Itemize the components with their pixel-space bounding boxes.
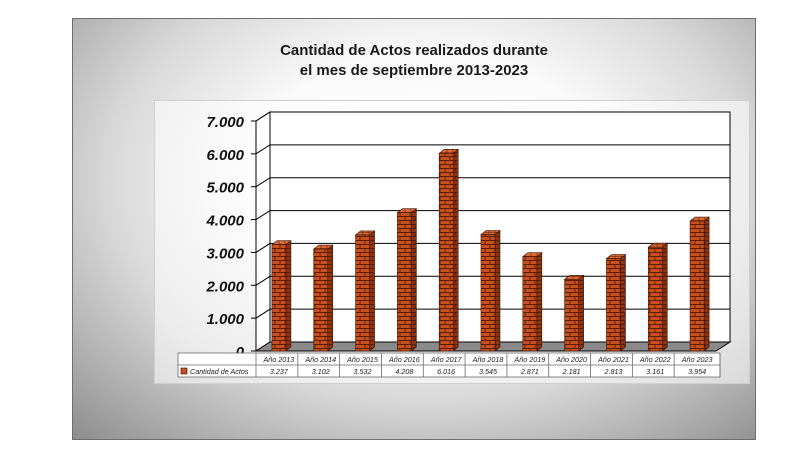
category-label: Año 2020 [555,355,587,364]
data-label: 3.237 [270,367,289,376]
data-label: 2.813 [603,367,622,376]
data-label: 3.532 [354,367,372,376]
data-label: 3.954 [688,367,706,376]
bar-Año-2016 [396,208,418,352]
gridline [255,242,730,253]
bar-side [661,242,668,352]
y-tick-label: 6.000 [206,147,244,164]
gridline [255,210,730,220]
data-label: 2.871 [520,367,539,376]
y-tick-label: 1.000 [206,311,244,328]
bar [397,212,412,352]
bar-side [452,148,459,352]
chart-title: Cantidad de Actos realizados durante [280,42,548,59]
data-label: 3.545 [479,367,498,376]
chart-title-block: Cantidad de Actos realizados durante el … [73,41,755,81]
bar-side [285,240,292,352]
bar-side [369,230,375,352]
data-label: 3.102 [312,367,330,376]
bar-side [494,229,501,352]
bar [480,234,496,352]
gridline [255,144,730,155]
gridline [255,111,730,122]
bar [606,258,621,352]
category-label: Año 2018 [472,355,504,364]
bar-Año-2023 [689,216,710,352]
y-tick-label: 7.000 [206,114,244,131]
bar-Año-2014 [312,244,334,352]
bar-Año-2019 [521,252,543,352]
bar [564,279,579,352]
data-label: 6.016 [437,367,455,376]
bar-Año-2015 [354,230,376,352]
category-label: Año 2022 [639,355,671,364]
chart-subtitle: el mes de septiembre 2013-2023 [299,62,529,79]
bar [438,153,454,352]
bar-Año-2018 [480,229,501,352]
data-label: 3.161 [646,367,664,376]
bar [522,256,538,352]
data-label: 4.208 [395,367,413,376]
category-label: Año 2019 [513,355,545,364]
gridline [255,177,730,188]
bar-Año-2020 [563,274,585,352]
y-tick-label: 4.000 [205,213,244,230]
bar [647,246,663,352]
bar-side [536,252,543,352]
bar [271,244,287,352]
legend-swatch [180,367,188,375]
category-label: Año 2015 [346,355,379,364]
bar-Año-2021 [605,253,627,352]
category-label: Año 2014 [304,355,336,364]
legend-label: Cantidad de Actos [190,367,249,376]
category-label: Año 2017 [430,355,463,364]
y-tick-label: 0 [236,344,245,361]
bar-side [327,244,334,352]
bar [313,248,329,352]
y-tick-label: 5.000 [206,180,244,197]
y-tick-label: 3.000 [206,245,244,262]
bar-Año-2022 [647,242,669,352]
bar-side [620,253,626,352]
bar-side [578,274,584,352]
category-label: Año 2021 [597,355,629,364]
bar-side [411,208,417,352]
data-label: 2.181 [562,367,581,376]
bar-Año-2013 [271,240,292,352]
y-tick-label: 2.000 [205,278,244,295]
bar [689,220,705,352]
category-label: Año 2023 [681,355,713,364]
bar [355,234,370,352]
category-label: Año 2016 [388,355,420,364]
category-label: Año 2013 [263,355,295,364]
side-wall [255,111,271,352]
bar-side [703,216,710,352]
bar-Año-2017 [438,148,460,352]
